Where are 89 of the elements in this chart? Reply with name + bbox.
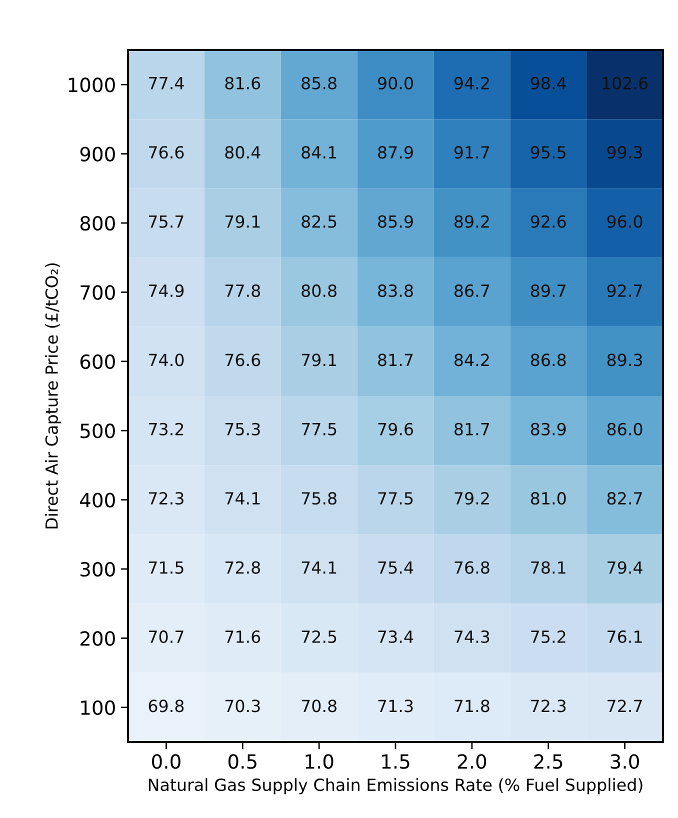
data-label: 89.2: [454, 215, 489, 228]
data-label: 82.7: [607, 492, 642, 505]
data-label: 84.2: [454, 354, 489, 366]
data-label: 81.7: [454, 422, 490, 436]
x-tick-label: 1.0: [306, 754, 334, 769]
data-label: 89.3: [607, 354, 642, 366]
y-tick-label: 100: [81, 700, 115, 716]
y-axis-title: Direct Air Capture Price (£/tCO₂): [45, 263, 62, 528]
data-label: 79.2: [454, 492, 489, 505]
data-label: 85.9: [378, 215, 413, 228]
data-label: 72.3: [531, 700, 566, 712]
x-tick-label: 0.0: [152, 754, 180, 769]
x-tick-label: 0.5: [228, 754, 256, 769]
data-label: 99.3: [607, 146, 642, 159]
data-label: 71.5: [149, 561, 184, 574]
data-label: 74.1: [225, 492, 260, 504]
data-label: 70.7: [149, 630, 184, 644]
y-tick-label: 400: [80, 492, 115, 508]
data-label: 75.7: [149, 215, 184, 228]
data-label: 81.7: [378, 354, 413, 366]
data-label: 77.4: [149, 77, 184, 90]
data-label: 79.1: [225, 215, 260, 228]
data-label: 71.8: [454, 700, 490, 712]
data-label: 73.4: [378, 630, 414, 644]
data-label: 72.8: [225, 561, 260, 574]
data-label: 70.3: [225, 700, 260, 712]
data-label: 75.2: [531, 630, 566, 644]
y-tick-label: 600: [80, 354, 115, 370]
data-label: 72.7: [608, 700, 642, 712]
data-label: 87.9: [378, 146, 413, 159]
data-label: 95.5: [530, 146, 566, 159]
data-label: 96.0: [607, 215, 642, 228]
data-label: 76.6: [149, 146, 184, 159]
data-label: 73.2: [149, 422, 184, 436]
y-tick-label: 800: [80, 216, 115, 231]
data-label: 74.9: [149, 284, 184, 298]
data-label: 79.4: [608, 561, 642, 574]
data-label: 79.1: [302, 354, 336, 366]
data-label: 85.8: [302, 76, 336, 90]
data-label: 78.1: [531, 561, 566, 574]
data-label: 74.0: [149, 354, 184, 366]
data-label: 84.1: [302, 146, 336, 159]
data-label: 74.1: [302, 561, 336, 574]
y-tick-label: 500: [80, 424, 115, 438]
data-label: 86.8: [530, 354, 566, 366]
x-tick-label: 2.5: [534, 754, 562, 769]
y-tick-label: 700: [80, 285, 115, 300]
data-label: 83.8: [378, 284, 413, 298]
y-tick-label: 200: [80, 631, 115, 646]
data-label: 92.6: [530, 215, 566, 228]
data-label: 71.3: [378, 700, 413, 712]
data-label: 81.0: [530, 492, 566, 505]
data-label: 74.3: [454, 630, 490, 644]
y-tick-label: 900: [80, 146, 115, 162]
data-label: 94.2: [454, 76, 489, 90]
data-label: 86.7: [454, 284, 490, 298]
data-label: 82.5: [302, 215, 336, 228]
data-label: 79.6: [378, 422, 414, 436]
x-tick-label: 2.0: [458, 754, 486, 769]
data-label: 77.8: [225, 284, 260, 298]
data-label: 86.0: [607, 422, 642, 436]
data-label: 76.1: [608, 630, 642, 644]
data-label: 77.5: [302, 423, 336, 436]
data-label: 75.3: [225, 422, 260, 436]
x-axis-title: Natural Gas Supply Chain Emissions Rate (% Fuel Supplied): [148, 778, 642, 794]
data-label: 70.8: [302, 700, 336, 712]
data-label: 69.8: [148, 700, 184, 712]
y-tick-label: 1000: [68, 78, 115, 92]
data-label: 90.0: [378, 76, 413, 90]
data-label: 75.4: [378, 561, 414, 574]
data-label: 83.9: [530, 422, 566, 436]
data-label: 81.6: [225, 76, 260, 90]
x-tick-label: 3.0: [610, 754, 639, 769]
data-label: 98.4: [530, 76, 566, 90]
data-label: 89.7: [530, 284, 566, 298]
data-label: 91.7: [454, 146, 490, 159]
data-label: 76.6: [225, 354, 260, 366]
data-label: 72.3: [149, 492, 184, 505]
data-label: 80.4: [225, 146, 260, 159]
data-label: 75.8: [302, 492, 336, 505]
y-tick-label: 300: [80, 562, 115, 577]
data-label: 80.8: [302, 284, 336, 298]
data-label: 72.5: [302, 630, 336, 644]
data-label: 77.5: [378, 492, 413, 505]
data-label: 102.6: [602, 76, 648, 90]
data-label: 92.7: [607, 284, 642, 298]
data-label: 71.6: [225, 630, 260, 644]
x-tick-label: 1.5: [382, 754, 410, 769]
data-label: 76.8: [454, 561, 490, 574]
